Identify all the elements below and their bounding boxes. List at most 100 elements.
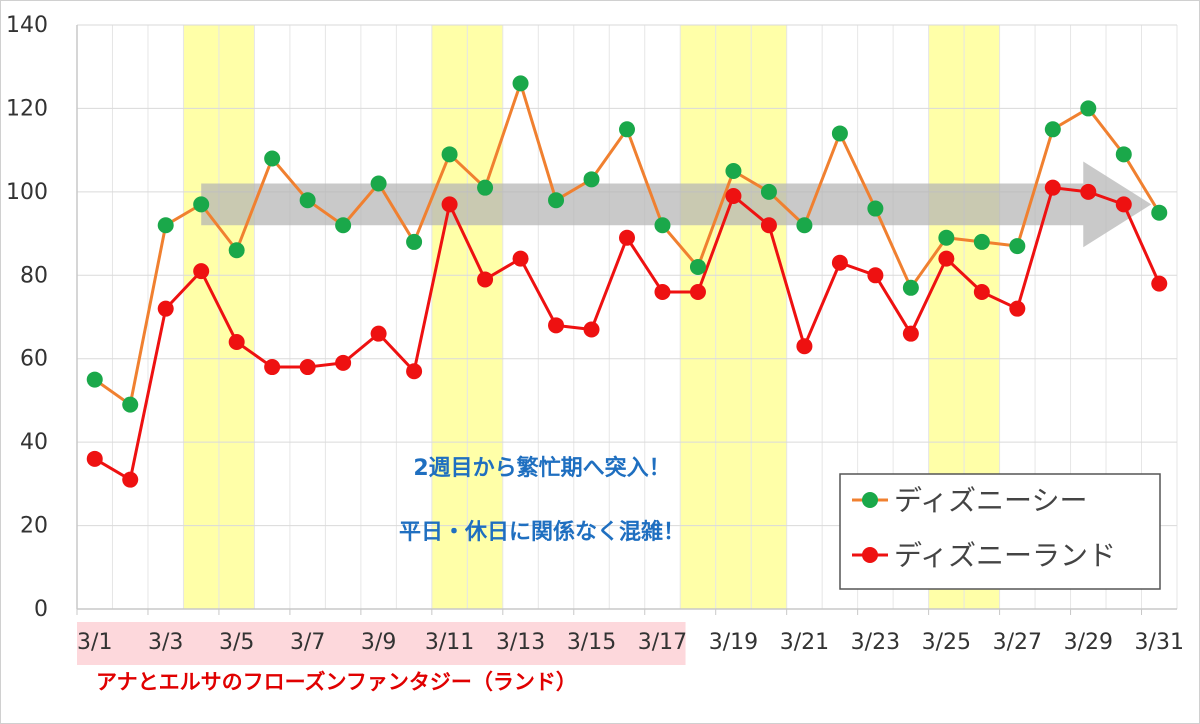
data-point-0 xyxy=(902,279,919,296)
data-point-1 xyxy=(831,254,848,271)
data-point-1 xyxy=(228,334,245,351)
y-tick-label: 100 xyxy=(6,180,48,205)
data-point-1 xyxy=(299,359,316,376)
data-point-1 xyxy=(157,300,174,317)
data-point-1 xyxy=(512,250,529,267)
x-tick-label: 3/17 xyxy=(638,630,687,655)
x-tick-label: 3/19 xyxy=(709,630,758,655)
legend-label: ディズニーランド xyxy=(894,539,1116,572)
data-point-1 xyxy=(654,283,671,300)
y-tick-label: 80 xyxy=(20,263,48,288)
legend-marker xyxy=(862,547,878,563)
data-point-1 xyxy=(335,354,352,371)
data-point-0 xyxy=(512,75,529,92)
data-point-0 xyxy=(299,192,316,209)
data-point-1 xyxy=(902,325,919,342)
x-tick-label: 3/5 xyxy=(219,630,254,655)
y-tick-label: 60 xyxy=(20,347,48,372)
event-band xyxy=(77,622,686,665)
legend-box xyxy=(839,473,1161,590)
data-point-1 xyxy=(1080,183,1097,200)
data-point-0 xyxy=(1151,204,1168,221)
data-point-1 xyxy=(1151,275,1168,292)
x-tick-label: 3/13 xyxy=(496,630,545,655)
legend-marker xyxy=(862,492,878,508)
y-tick-labels: 0 20 40 60 80 100 120 140 xyxy=(6,13,48,622)
data-point-0 xyxy=(725,163,742,179)
x-tick-labels: 3/1 3/3 3/5 3/7 3/9 3/11 3/13 3/15 3/17 3/19 3/21 3… xyxy=(76,609,1184,655)
data-point-0 xyxy=(654,217,671,234)
data-point-0 xyxy=(1080,100,1097,117)
data-point-1 xyxy=(122,471,139,488)
x-tick-label: 3/29 xyxy=(1064,630,1113,655)
data-point-1 xyxy=(689,283,706,300)
data-point-1 xyxy=(406,363,423,380)
x-tick-label: 3/11 xyxy=(425,630,474,655)
data-point-1 xyxy=(760,217,777,234)
data-point-0 xyxy=(831,125,848,142)
x-tick-label: 3/31 xyxy=(1135,630,1184,655)
data-point-0 xyxy=(157,217,174,234)
x-tick-label: 3/15 xyxy=(567,630,616,655)
data-point-1 xyxy=(477,271,494,288)
y-tick-label: 120 xyxy=(6,96,48,121)
data-point-1 xyxy=(619,229,635,246)
data-point-1 xyxy=(1115,196,1132,213)
data-point-0 xyxy=(548,192,565,209)
data-point-0 xyxy=(973,233,990,250)
data-point-1 xyxy=(264,359,281,376)
x-tick-label: 3/9 xyxy=(361,630,396,655)
y-tick-label: 0 xyxy=(34,597,48,622)
x-tick-label: 3/27 xyxy=(993,630,1042,655)
y-tick-label: 40 xyxy=(20,430,48,455)
data-point-0 xyxy=(867,200,884,217)
data-points xyxy=(86,75,1168,488)
data-point-0 xyxy=(86,371,103,388)
annotation-text: 2週目から繁忙期へ突入！ xyxy=(413,455,670,481)
data-point-0 xyxy=(1115,146,1132,163)
highlight-band xyxy=(680,25,787,609)
x-tick-label: 3/3 xyxy=(148,630,183,655)
data-point-0 xyxy=(335,217,352,234)
x-tick-label: 3/23 xyxy=(851,630,900,655)
data-point-0 xyxy=(1044,121,1061,138)
data-point-0 xyxy=(796,217,813,234)
x-tick-label: 3/1 xyxy=(77,630,112,655)
y-tick-label: 140 xyxy=(6,13,48,38)
data-point-0 xyxy=(441,146,458,163)
data-point-0 xyxy=(193,196,210,213)
data-point-0 xyxy=(938,229,955,246)
annotation-text: 平日・休日に関係なく混雑！ xyxy=(399,519,685,545)
data-point-0 xyxy=(477,179,494,196)
data-point-1 xyxy=(548,317,565,334)
data-point-1 xyxy=(193,263,210,280)
data-point-1 xyxy=(1009,300,1026,317)
data-point-0 xyxy=(406,233,423,250)
trend-arrow xyxy=(201,161,1152,248)
legend-label: ディズニーシー xyxy=(894,484,1087,517)
data-point-1 xyxy=(441,196,458,213)
x-tick-label: 3/7 xyxy=(290,630,325,655)
data-point-1 xyxy=(796,338,813,355)
data-point-0 xyxy=(264,150,281,167)
event-band-rect xyxy=(77,622,686,665)
data-point-0 xyxy=(1009,238,1026,255)
data-point-1 xyxy=(973,283,990,300)
data-point-1 xyxy=(86,450,103,467)
data-point-1 xyxy=(370,325,387,342)
data-point-0 xyxy=(619,121,635,138)
x-tick-label: 3/25 xyxy=(922,630,971,655)
event-label: アナとエルサのフローズンファンタジー（ランド） xyxy=(96,670,577,694)
event-label-group: アナとエルサのフローズンファンタジー（ランド） xyxy=(96,670,577,694)
x-tick-label: 3/21 xyxy=(780,630,829,655)
data-point-1 xyxy=(938,250,955,267)
data-point-0 xyxy=(689,258,706,275)
data-point-0 xyxy=(583,171,600,188)
trend-arrow-shape xyxy=(201,161,1152,248)
data-point-1 xyxy=(725,188,742,205)
data-point-1 xyxy=(867,267,884,284)
